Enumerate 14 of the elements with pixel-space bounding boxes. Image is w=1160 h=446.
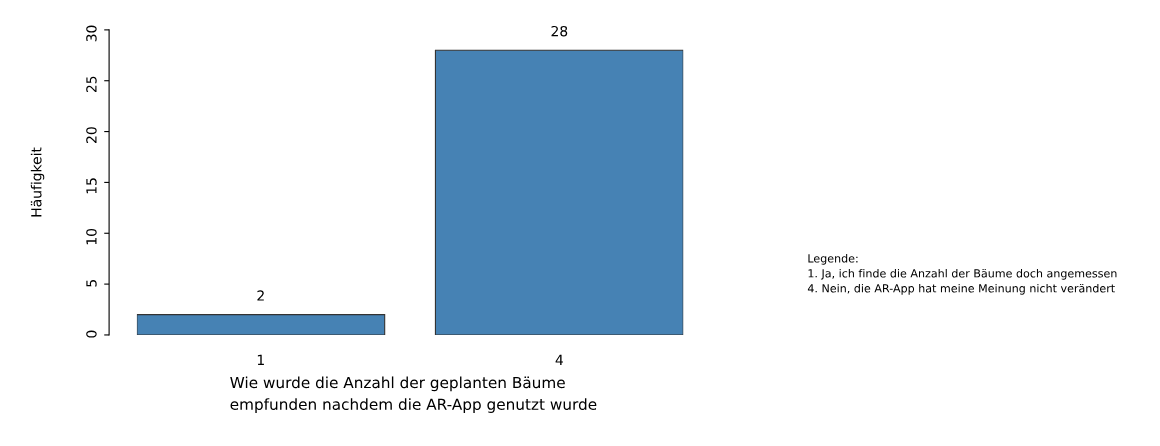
y-tick-label: 30 — [86, 25, 97, 42]
text: Legende: 1. Ja, ich finde die Anzahl der Bäume doch angemessen 4. Nein, die AR-App hat meine Meinung nicht verändert — [807, 253, 1117, 295]
x-tick-label: 1 — [257, 354, 264, 365]
data-label: 28 — [551, 25, 568, 37]
y-tick-label: 5 — [86, 280, 97, 287]
y-tick-label: 20 — [86, 127, 97, 143]
y-tick-label: 10 — [86, 228, 97, 245]
y-tick-label: 15 — [86, 178, 97, 194]
data-label: 2 — [257, 290, 264, 301]
y-tick-label: 25 — [86, 76, 97, 93]
y-axis-title: Häufigkeit — [30, 147, 45, 217]
x-tick-label: 4 — [555, 354, 563, 365]
x-axis-title: Wie wurde die Anzahl der geplanten Bäume empfunden nachdem die AR-App genutzt wurde — [230, 376, 597, 413]
y-tick-label: 0 — [86, 330, 97, 338]
